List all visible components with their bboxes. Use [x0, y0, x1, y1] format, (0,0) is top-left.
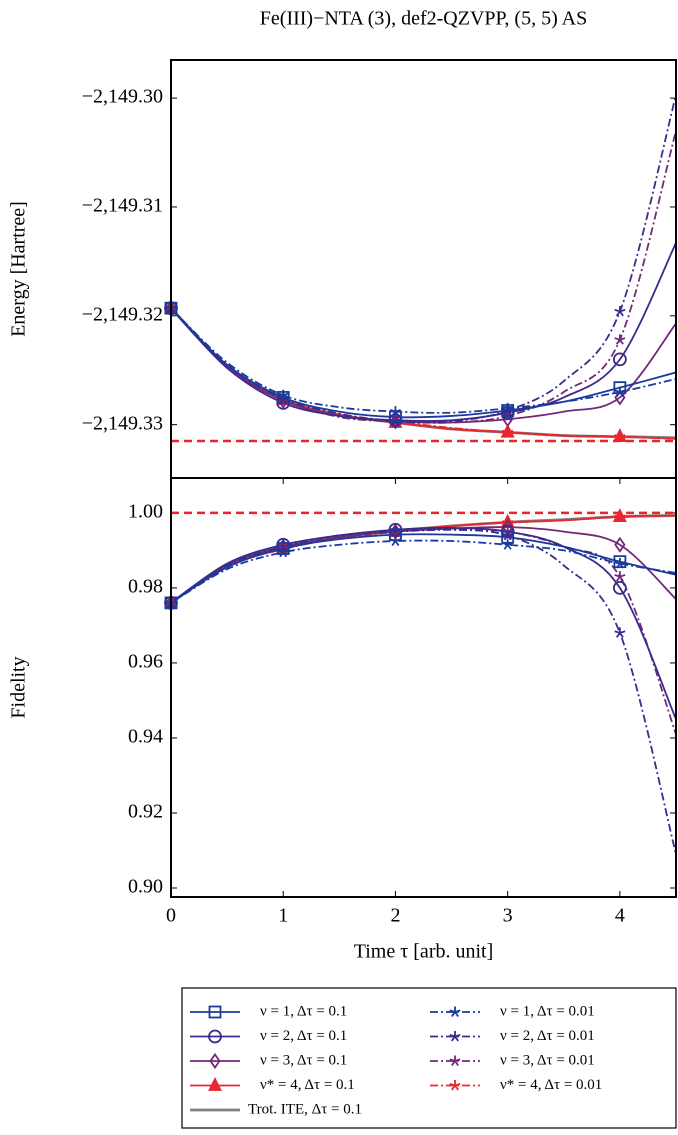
marker: [389, 410, 402, 424]
series-line: [171, 526, 676, 720]
x-tick-label: 4: [615, 905, 625, 927]
series-line: [171, 307, 676, 440]
marker: [389, 528, 402, 542]
y-tick-label: 0.94: [128, 726, 163, 748]
series-line: [171, 242, 676, 422]
y-axis-label: Fidelity: [8, 656, 30, 718]
marker: [614, 386, 626, 397]
x-tick-label: 2: [390, 905, 400, 927]
marker: [613, 555, 627, 569]
legend-label: ν = 3, Δτ = 0.01: [500, 1052, 595, 1068]
legend-label: ν = 2, Δτ = 0.01: [500, 1028, 595, 1044]
legend-label: ν = 2, Δτ = 0.1: [260, 1028, 347, 1044]
marker: [614, 536, 626, 553]
marker: [208, 1029, 222, 1044]
marker: [614, 627, 626, 638]
series-line: [171, 533, 676, 604]
series-line: [171, 307, 676, 414]
marker: [449, 1006, 461, 1017]
series-line: [171, 307, 676, 440]
y-tick-label: −2,149.33: [82, 412, 163, 434]
y-tick-label: −2,149.30: [82, 86, 163, 108]
marker: [389, 413, 402, 430]
chart-title: Fe(III)−NTA (3), def2-QZVPP, (5, 5) AS: [260, 8, 587, 30]
marker: [449, 1031, 461, 1042]
marker: [276, 391, 290, 404]
marker: [449, 1055, 461, 1066]
y-tick-label: 0.98: [128, 576, 163, 598]
y-tick-label: 0.92: [128, 801, 163, 823]
legend-label: ν = 3, Δτ = 0.1: [260, 1052, 347, 1068]
y-tick-label: −2,149.32: [82, 303, 163, 325]
marker: [614, 571, 626, 582]
marker: [208, 1076, 222, 1091]
marker: [612, 352, 627, 367]
x-tick-label: 0: [166, 905, 176, 927]
legend-label: ν = 1, Δτ = 0.1: [260, 1003, 347, 1019]
marker: [501, 530, 515, 544]
y-tick-label: 1.00: [128, 500, 163, 522]
marker: [612, 581, 627, 595]
series-line: [171, 528, 676, 855]
legend-label: ν* = 4, Δτ = 0.01: [500, 1077, 602, 1093]
legend-label: Trot. ITE, Δτ = 0.1: [248, 1101, 362, 1117]
legend-box: [181, 987, 677, 1129]
series-line: [171, 528, 676, 735]
marker: [612, 428, 627, 443]
marker: [389, 415, 401, 427]
marker: [501, 404, 515, 417]
x-axis-label: Time τ [arb. unit]: [354, 941, 494, 963]
x-tick-label: 1: [278, 905, 288, 927]
marker: [612, 508, 627, 523]
marker: [613, 381, 627, 395]
y-tick-label: −2,149.31: [82, 195, 163, 217]
series-line: [171, 94, 676, 424]
series-line: [171, 307, 676, 424]
plot-area: [171, 511, 676, 855]
marker: [209, 1052, 221, 1070]
marker: [614, 558, 626, 569]
plot-area: [171, 94, 676, 443]
series-line: [171, 539, 676, 604]
plot-frame: [170, 59, 677, 479]
marker: [276, 542, 290, 555]
marker: [500, 423, 515, 438]
x-tick-label: 3: [503, 905, 513, 927]
legend-label: ν = 1, Δτ = 0.01: [500, 1003, 595, 1019]
series-line: [171, 307, 676, 419]
y-tick-label: 0.90: [128, 876, 163, 898]
marker: [449, 1080, 461, 1091]
y-axis-label: Energy [Hartree]: [8, 201, 30, 337]
marker: [614, 334, 626, 345]
y-tick-label: 0.96: [128, 651, 163, 673]
legend-label: ν* = 4, Δτ = 0.1: [260, 1077, 355, 1093]
series-line: [171, 307, 676, 440]
marker: [502, 539, 514, 550]
marker: [208, 1005, 222, 1019]
marker: [614, 305, 626, 317]
plot-frame: [170, 477, 677, 898]
